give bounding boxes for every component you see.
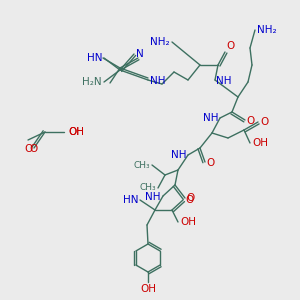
Text: NH: NH bbox=[202, 113, 218, 123]
Text: OH: OH bbox=[68, 127, 84, 137]
Text: N: N bbox=[136, 49, 144, 59]
Text: HN: HN bbox=[86, 53, 102, 63]
Text: O: O bbox=[186, 193, 194, 203]
Text: O: O bbox=[206, 158, 214, 168]
Text: HN: HN bbox=[122, 195, 138, 205]
Text: O: O bbox=[246, 116, 254, 126]
Text: OH: OH bbox=[180, 217, 196, 227]
Text: O: O bbox=[25, 144, 33, 154]
Text: O: O bbox=[260, 117, 268, 127]
Text: CH₃: CH₃ bbox=[140, 184, 156, 193]
Text: O: O bbox=[185, 195, 193, 205]
Text: O: O bbox=[29, 144, 37, 154]
Text: NH: NH bbox=[170, 150, 186, 160]
Text: OH: OH bbox=[68, 127, 84, 137]
Text: NH: NH bbox=[150, 76, 166, 86]
Text: OH: OH bbox=[252, 138, 268, 148]
Text: NH₂: NH₂ bbox=[150, 37, 170, 47]
Text: NH: NH bbox=[146, 192, 161, 202]
Text: OH: OH bbox=[140, 284, 156, 294]
Text: O: O bbox=[226, 41, 234, 51]
Text: H₂N: H₂N bbox=[82, 77, 102, 87]
Text: NH₂: NH₂ bbox=[257, 25, 277, 35]
Text: NH: NH bbox=[216, 76, 232, 86]
Text: CH₃: CH₃ bbox=[134, 160, 150, 169]
